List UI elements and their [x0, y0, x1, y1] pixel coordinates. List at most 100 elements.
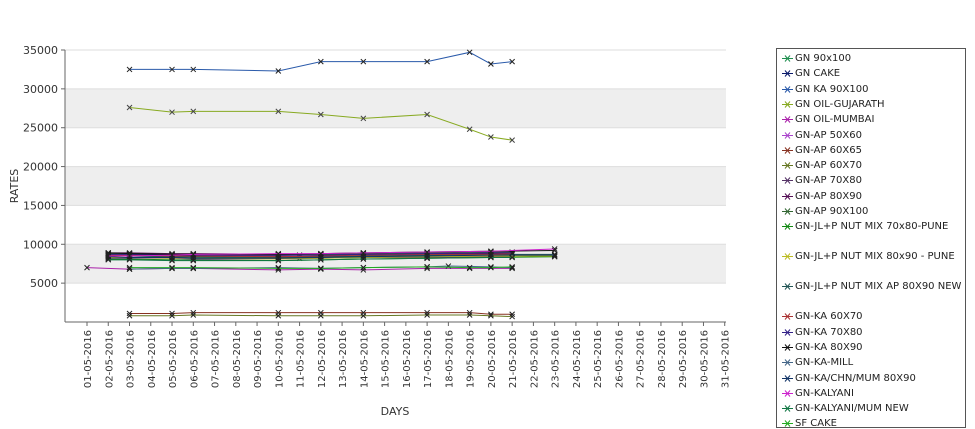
plot-band — [65, 127, 726, 167]
x-tick-label: 21-05-2016 — [508, 330, 519, 388]
x-tick-label: 02-05-2016 — [104, 330, 115, 388]
series-21 — [126, 263, 516, 272]
y-tick-label: 15000 — [23, 199, 58, 212]
data-point — [488, 61, 494, 67]
x-tick-label: 25-05-2016 — [593, 330, 604, 388]
series-2 — [126, 49, 516, 74]
legend-item: GN-AP 60X70 — [781, 160, 963, 171]
data-point — [509, 263, 516, 270]
y-tick-label: 5000 — [30, 277, 58, 290]
legend-item: GN-JL+P NUT MIX AP 80X90 NEW — [781, 281, 963, 292]
legend-label: GN-KA 70X80 — [795, 326, 863, 338]
x-axis-label: DAYS — [381, 405, 410, 418]
legend-marker-icon — [781, 221, 795, 232]
legend-label: GN OIL-MUMBAI — [795, 114, 875, 126]
data-point — [275, 264, 282, 271]
legend-item: GN-KALYANI/MUM NEW — [781, 403, 963, 414]
plot-background-bands — [65, 50, 726, 322]
legend-item: GN 90x100 — [781, 53, 963, 64]
axes — [61, 49, 726, 326]
data-point — [275, 68, 282, 74]
data-point — [424, 263, 430, 270]
legend-label: GN-AP 80X90 — [795, 190, 862, 202]
y-tick-labels: 5000 10000 15000 20000 25000 30000 35000 — [23, 44, 58, 290]
x-tick-label: 18-05-2016 — [444, 330, 455, 388]
data-point — [275, 250, 282, 257]
x-tick-label: 12-05-2016 — [317, 330, 328, 388]
legend-item: GN-KALYANI — [781, 388, 963, 399]
x-tick-label: 19-05-2016 — [466, 330, 477, 388]
series-6 — [126, 309, 516, 318]
data-point — [551, 252, 558, 259]
data-point — [509, 264, 516, 271]
y-tick-label: 30000 — [23, 83, 58, 96]
legend-marker-icon — [781, 373, 795, 384]
legend-marker-icon — [781, 311, 795, 322]
y-tick-label: 20000 — [23, 161, 58, 174]
data-point — [466, 312, 473, 318]
legend-marker-icon — [781, 206, 795, 217]
data-point — [424, 249, 430, 255]
data-point — [360, 115, 367, 122]
legend-label: GN-KALYANI — [795, 387, 854, 399]
data-point — [126, 312, 133, 319]
data-point — [509, 254, 516, 261]
x-tick-label: 05-05-2016 — [168, 330, 179, 388]
x-tick-label: 27-05-2016 — [636, 330, 647, 388]
plot-band — [65, 88, 726, 128]
x-tick-label: 31-05-2016 — [721, 330, 732, 388]
legend-marker-icon — [781, 403, 795, 414]
data-point — [275, 255, 282, 262]
data-point — [169, 310, 175, 317]
plot-band — [65, 205, 726, 245]
data-point — [169, 66, 175, 73]
series-line — [129, 314, 513, 318]
data-point — [424, 111, 430, 118]
data-point — [360, 256, 367, 262]
series-line — [129, 312, 513, 315]
legend-marker-icon — [781, 114, 795, 125]
series-line — [129, 266, 513, 269]
data-point — [317, 256, 324, 263]
data-point — [169, 312, 175, 319]
legend-marker-icon — [781, 68, 795, 79]
legend-marker-icon — [781, 145, 795, 156]
legend-item: GN-KA 70X80 — [781, 327, 963, 338]
data-point — [126, 264, 133, 271]
legend-label: GN-KALYANI/MUM NEW — [795, 403, 909, 415]
data-point — [551, 246, 558, 252]
data-point — [509, 313, 516, 320]
legend-marker-icon — [781, 281, 795, 292]
legend-item: GN-KA 60X70 — [781, 311, 963, 322]
legend-label: GN 90x100 — [795, 53, 852, 64]
chart-legend: GN 90x100 GN CAKE GN KA 90X100 GN OIL-GUJAR… — [776, 48, 966, 428]
x-tick-label: 10-05-2016 — [274, 330, 285, 388]
legend-item: GN-AP 60X65 — [781, 145, 963, 156]
legend-item: GN-JL+P NUT MIX 80x90 - PUNE — [781, 251, 963, 262]
gridlines — [65, 49, 726, 284]
data-point — [466, 126, 473, 133]
x-tick-label: 15-05-2016 — [381, 330, 392, 388]
series-lines — [84, 49, 558, 320]
x-tick-label: 14-05-2016 — [359, 330, 370, 388]
legend-label: GN-AP 60X70 — [795, 160, 862, 172]
legend-marker-icon — [781, 84, 795, 95]
data-point — [169, 257, 175, 264]
data-point — [126, 256, 133, 263]
x-tick-labels: 01-05-2016 02-05-2016 03-05-2016 04-05-2016… — [83, 330, 732, 388]
legend-marker-icon — [781, 251, 795, 262]
legend-item: GN OIL-MUMBAI — [781, 114, 963, 125]
legend-item: GN-AP 70X80 — [781, 175, 963, 186]
x-tick-label: 26-05-2016 — [614, 330, 625, 388]
plot-band — [65, 244, 726, 284]
legend-item: GN-AP 50X60 — [781, 130, 963, 141]
x-tick-label: 16-05-2016 — [402, 330, 413, 388]
data-point — [190, 251, 197, 258]
data-point — [360, 267, 367, 273]
data-point — [126, 66, 133, 73]
data-point — [190, 66, 197, 73]
x-tick-label: 20-05-2016 — [487, 330, 498, 388]
data-point — [424, 58, 430, 65]
data-point — [84, 264, 90, 271]
legend-marker-icon — [781, 99, 795, 110]
